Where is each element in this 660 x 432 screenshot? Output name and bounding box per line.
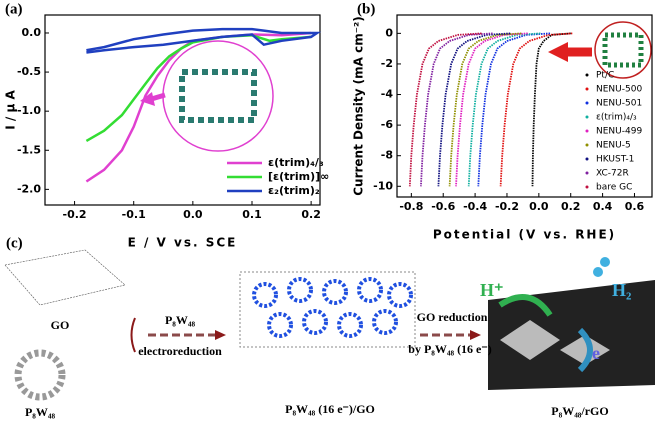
legend-label: ε₂(trim)₂ <box>268 184 320 197</box>
series-line <box>420 32 493 187</box>
y-tick-label: 0.0 <box>22 26 42 39</box>
series-line <box>477 32 551 187</box>
label: H₂ <box>612 280 631 300</box>
label: P₈W₄₈ <box>165 313 196 327</box>
x-tick-label: 0.0 <box>529 200 549 213</box>
x-tick-label: -0.1 <box>122 208 146 221</box>
x-tick-label: 0.2 <box>301 208 321 221</box>
label: by P₈W₄₈ (16 e⁻) <box>408 342 491 356</box>
y-tick-label: -6 <box>381 118 394 131</box>
label: GO <box>51 318 70 332</box>
legend-label: [ε(trim)]∞ <box>268 170 329 183</box>
x-tick-label: 0.2 <box>561 200 581 213</box>
panel-label: (c) <box>6 235 23 251</box>
legend-swatch <box>585 101 589 105</box>
label: electroreduction <box>138 344 222 358</box>
y-tick-label: -10 <box>373 179 393 192</box>
x-tick-label: 0.0 <box>183 208 203 221</box>
legend-swatch <box>585 171 589 175</box>
series-line <box>499 32 573 187</box>
label: P₈W₄₈ (16 e⁻)/GO <box>285 402 375 416</box>
legend-label: NENU-500 <box>596 85 642 95</box>
legend-label: NENU-5 <box>596 141 631 151</box>
y-axis-label: I / μ A <box>4 90 18 130</box>
y-tick-label: -2 <box>381 57 393 70</box>
plot-frame <box>396 14 653 198</box>
legend-swatch <box>585 129 589 133</box>
legend-label: NENU-499 <box>596 127 642 137</box>
label: P₈W₄₈/rGO <box>551 404 608 418</box>
x-tick-label: 0.1 <box>242 208 262 221</box>
x-tick-label: -0.2 <box>63 208 87 221</box>
label: GO reduction <box>417 310 488 324</box>
legend-label: NENU-501 <box>596 99 642 109</box>
label: e <box>592 343 600 363</box>
legend-label: bare GC <box>596 183 632 193</box>
series-line <box>448 32 522 187</box>
y-tick-label: -4 <box>381 88 394 101</box>
y-axis-label: Current Density (mA cm⁻²) <box>352 16 366 196</box>
series-line <box>455 32 528 187</box>
series-line <box>86 27 322 54</box>
legend-swatch <box>585 73 589 77</box>
y-tick-label: -8 <box>381 149 393 162</box>
x-axis-label: E / V vs. SCE <box>128 236 238 250</box>
series-line <box>531 32 571 187</box>
x-tick-label: -0.4 <box>463 200 487 213</box>
panel-label: (a) <box>5 1 23 17</box>
series-line <box>408 32 482 187</box>
y-tick-label: 0 <box>385 26 393 39</box>
legend-swatch <box>585 143 589 147</box>
y-tick-label: -0.5 <box>17 65 41 78</box>
legend-label: XC-72R <box>596 169 629 179</box>
legend-swatch <box>585 115 589 119</box>
y-tick-label: -2.0 <box>17 182 41 195</box>
plot-frame <box>44 14 321 206</box>
legend-label: Pt/C <box>596 71 614 81</box>
y-tick-label: -1.5 <box>17 143 41 156</box>
x-axis-label: Potential (V vs. RHE) <box>433 228 616 242</box>
y-tick-label: -1.0 <box>17 104 41 117</box>
legend-swatch <box>585 157 589 161</box>
x-tick-label: -0.2 <box>495 200 519 213</box>
x-tick-label: 0.4 <box>593 200 613 213</box>
label: H⁺ <box>480 280 504 300</box>
legend-label: ε(trim)₄/₃ <box>596 113 637 123</box>
series-line <box>85 34 312 142</box>
label: P₈W₄₈ <box>25 405 56 419</box>
x-tick-label: 0.6 <box>625 200 645 213</box>
series-line <box>437 32 511 187</box>
legend-label: ε(trim)₄/₃ <box>268 156 324 169</box>
legend-swatch <box>585 87 589 91</box>
x-tick-label: -0.6 <box>431 200 455 213</box>
legend-label: HKUST-1 <box>596 155 634 165</box>
panel-c-art <box>4 21 655 401</box>
series-line <box>467 32 541 187</box>
x-tick-label: -0.8 <box>399 200 423 213</box>
legend-swatch <box>585 185 589 189</box>
panel-label: (b) <box>357 1 375 17</box>
